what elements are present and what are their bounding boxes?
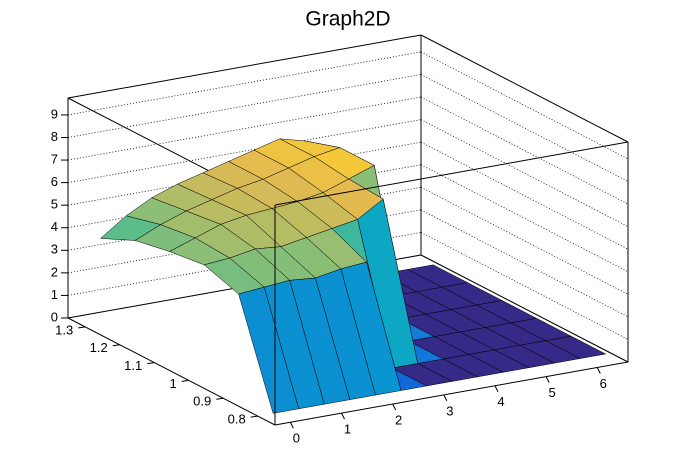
x-tick — [341, 412, 345, 420]
y-tick — [216, 397, 224, 400]
z-tick-label: 3 — [51, 242, 58, 257]
x-tick-label: 0 — [293, 431, 300, 446]
z-tick-label: 5 — [51, 197, 58, 212]
x-tick — [392, 403, 397, 411]
grid-line — [67, 51, 422, 116]
y-tick — [181, 379, 189, 382]
y-tick — [78, 326, 86, 329]
grid-line — [420, 164, 629, 273]
box-edge — [420, 34, 629, 143]
box-edge — [67, 34, 422, 99]
x-tick — [443, 394, 448, 402]
z-tick-label: 9 — [51, 106, 58, 121]
x-tick-label: 3 — [446, 403, 453, 418]
z-tick-label: 7 — [51, 151, 58, 166]
chart-title: Graph2D — [305, 8, 390, 31]
y-tick-label: 1.1 — [124, 358, 142, 373]
y-tick-label: 1.2 — [90, 340, 108, 355]
z-tick-label: 4 — [51, 219, 58, 234]
surface-cell — [238, 286, 299, 414]
x-tick-label: 4 — [497, 394, 504, 409]
y-tick-label: 1 — [170, 376, 177, 391]
grid-line — [420, 141, 629, 250]
z-tick-label: 6 — [51, 174, 58, 189]
y-tick-label: 0.8 — [228, 412, 246, 427]
x-tick-label: 1 — [344, 422, 351, 437]
grid-line — [67, 96, 422, 161]
y-tick — [250, 415, 258, 418]
box-edge — [274, 141, 629, 206]
z-tick-label: 0 — [51, 309, 58, 324]
x-tick — [494, 385, 499, 392]
z-tick-label: 2 — [51, 264, 58, 279]
z-tick-label: 8 — [51, 129, 58, 144]
grid-line — [67, 74, 422, 138]
y-tick-label: 1.3 — [55, 322, 73, 337]
z-tick-label: 1 — [51, 287, 58, 302]
x-tick — [545, 376, 550, 383]
y-tick — [112, 344, 120, 347]
x-tick-label: 6 — [600, 376, 607, 391]
x-tick — [289, 422, 294, 429]
y-tick — [147, 362, 155, 365]
x-tick-label: 2 — [395, 412, 402, 427]
box-edge — [420, 254, 629, 363]
x-tick — [596, 367, 601, 374]
grid-line — [420, 96, 629, 205]
x-tick-label: 5 — [549, 385, 556, 400]
box-edge — [274, 361, 629, 426]
grid-line — [420, 74, 629, 182]
grid-line — [420, 51, 629, 160]
y-tick-label: 0.9 — [193, 394, 211, 409]
box-edge — [67, 317, 276, 426]
